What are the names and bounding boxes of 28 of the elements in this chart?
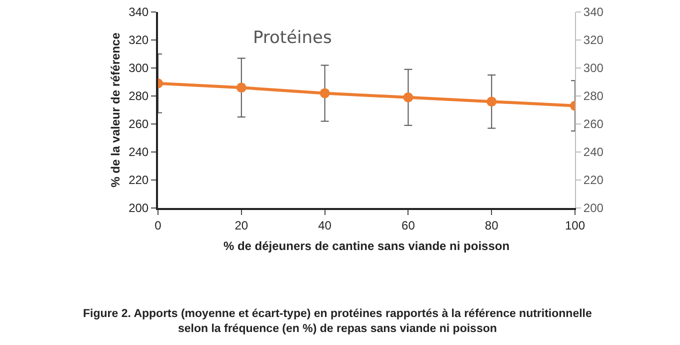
y-tick-label: 300 bbox=[128, 61, 149, 76]
y-axis-title: % de la valeur de référence bbox=[108, 32, 122, 188]
y-tick-label: 280 bbox=[128, 89, 149, 104]
y2-tick-label: 320 bbox=[583, 33, 604, 48]
x-tick-label: 40 bbox=[318, 218, 332, 232]
point bbox=[320, 88, 330, 98]
y2-tick-label: 220 bbox=[583, 173, 604, 188]
y-tick-label: 260 bbox=[128, 117, 149, 132]
x-tick-label: 80 bbox=[484, 218, 499, 232]
caption: Figure 2. Apports (moyenne et écart-type) en protéines rapportés à la référence nutritionnelle selon la fréquence (en %) de repas sans viande ni poisson bbox=[83, 308, 592, 335]
text: Protéines bbox=[252, 28, 332, 48]
x-tick-label: 100 bbox=[564, 218, 586, 232]
y2-tick-label: 240 bbox=[583, 145, 604, 160]
x-tick-label: 20 bbox=[234, 218, 248, 232]
y-tick-label: 320 bbox=[128, 33, 149, 48]
y2-tick-label: 200 bbox=[583, 201, 604, 216]
y-tick-label: 340 bbox=[128, 5, 149, 20]
x-axis-title: % de déjeuners de cantine sans viande ni poisson bbox=[223, 238, 510, 253]
y2-tick-label: 260 bbox=[583, 117, 604, 132]
y2-tick-label: 340 bbox=[583, 5, 604, 20]
x-tick-label: 60 bbox=[402, 218, 416, 232]
y-tick-label: 200 bbox=[128, 201, 149, 216]
y2-tick-label: 280 bbox=[583, 89, 604, 104]
y2-tick-label: 300 bbox=[583, 61, 604, 76]
y-tick-label: 240 bbox=[128, 145, 149, 160]
y-tick-label: 220 bbox=[128, 173, 149, 188]
point bbox=[403, 92, 414, 102]
x-tick-label: 0 bbox=[154, 218, 162, 232]
